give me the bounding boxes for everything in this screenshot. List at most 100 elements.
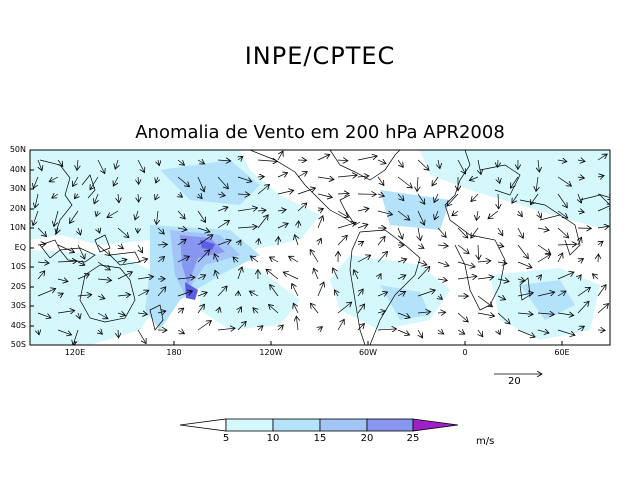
wind-vector — [214, 254, 218, 263]
wind-vector — [293, 303, 299, 314]
wind-vector — [70, 210, 79, 223]
wind-vector — [237, 208, 258, 211]
wind-vector — [98, 330, 102, 334]
wind-vector — [337, 193, 349, 194]
wind-vector — [117, 295, 131, 296]
wind-vector — [157, 311, 166, 313]
wind-vector — [314, 268, 319, 280]
wind-vector — [217, 176, 228, 189]
wind-vector — [96, 211, 98, 216]
wind-vector — [118, 193, 119, 203]
wind-vector — [378, 274, 381, 279]
wind-vector — [197, 210, 206, 222]
wind-vector — [177, 210, 185, 219]
wind-vector — [557, 253, 563, 263]
wind-vector — [517, 244, 528, 259]
wind-vector — [557, 227, 569, 238]
wind-vector — [397, 176, 412, 188]
wind-vector — [577, 160, 585, 162]
wind-vector — [177, 277, 195, 279]
wind-vector — [78, 312, 80, 319]
wind-vector — [56, 227, 58, 234]
wind-vector — [298, 221, 299, 229]
wind-vector — [157, 257, 165, 263]
wind-vector — [238, 240, 241, 245]
wind-vector — [397, 312, 410, 318]
wind-vector — [417, 262, 427, 265]
wind-vector — [418, 329, 423, 338]
wind-vector — [177, 239, 186, 246]
wind-vector — [237, 227, 257, 228]
wind-vector — [238, 307, 241, 314]
wind-vector — [357, 255, 371, 263]
wind-vector — [266, 269, 279, 280]
wind-vector — [156, 176, 158, 183]
wind-vector — [237, 321, 246, 331]
wind-vector — [54, 210, 59, 227]
wind-vector — [357, 156, 377, 161]
wind-vector — [138, 193, 139, 202]
wind-vector — [277, 173, 288, 177]
wind-vector — [118, 245, 123, 249]
wind-vector — [177, 159, 185, 165]
colorbar-bin-20-25 — [366, 418, 414, 432]
wind-vector — [597, 285, 606, 297]
wind-vector — [115, 159, 118, 169]
wind-vector — [417, 290, 435, 297]
colorbar-bin-15-20 — [319, 418, 368, 432]
wind-vector — [98, 228, 100, 233]
wind-vector — [377, 311, 386, 313]
wind-vector — [469, 177, 479, 181]
wind-vector — [249, 291, 259, 297]
wind-vector — [478, 159, 481, 175]
wind-vector — [78, 227, 81, 235]
wind-vector — [33, 210, 39, 226]
wind-vector — [113, 176, 119, 186]
wind-vector — [73, 329, 79, 345]
wind-vector — [94, 193, 98, 204]
wind-vector — [217, 194, 225, 196]
lon-label-0: 0 — [462, 348, 468, 357]
wind-vector — [270, 285, 279, 297]
wind-vector — [557, 244, 577, 245]
wind-vector — [97, 296, 105, 299]
wind-vector — [557, 210, 568, 218]
wind-vector — [137, 313, 147, 314]
colorbar — [179, 418, 459, 432]
wind-vector — [497, 279, 509, 282]
wind-vector — [417, 266, 430, 280]
wind-vector — [597, 226, 609, 228]
wind-vector — [77, 262, 85, 265]
wind-vector — [377, 194, 384, 196]
wind-vector — [354, 270, 358, 280]
wind-vector — [317, 194, 332, 197]
wind-vector — [197, 275, 206, 279]
wind-vector — [457, 244, 469, 254]
wind-vector — [277, 190, 294, 194]
wind-vector — [476, 210, 478, 220]
wind-vector — [157, 244, 167, 245]
wind-vector — [317, 282, 324, 297]
wind-vector — [477, 277, 494, 279]
wind-vector — [38, 159, 42, 171]
wind-vector — [517, 329, 535, 337]
wind-vector — [257, 184, 270, 195]
wind-vector — [437, 330, 444, 334]
wind-vector — [277, 223, 288, 229]
wind-vector — [498, 159, 499, 167]
wind-vector — [471, 193, 479, 202]
wind-vector — [337, 160, 348, 161]
lon-label-120e: 120E — [64, 348, 86, 357]
wind-vector — [357, 208, 369, 211]
lon-label-120w: 120W — [259, 348, 283, 357]
wind-vector — [498, 227, 503, 236]
wind-vector — [258, 326, 263, 330]
wind-vector — [471, 227, 479, 238]
wind-vector — [498, 330, 500, 335]
wind-vector — [296, 316, 298, 331]
wind-vector — [37, 227, 47, 237]
wind-vector — [238, 156, 243, 160]
wind-vector — [318, 209, 323, 212]
wind-vector — [318, 238, 321, 246]
wind-vector — [310, 303, 319, 314]
